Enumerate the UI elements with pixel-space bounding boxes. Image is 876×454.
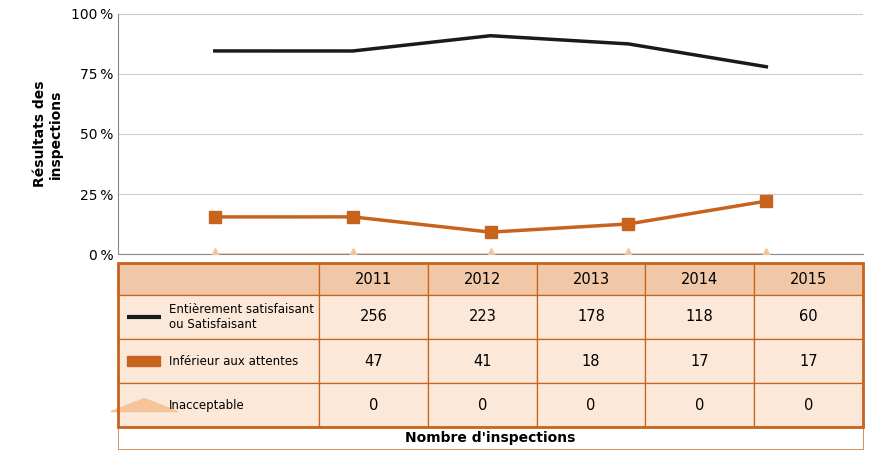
Bar [646, 263, 754, 295]
Bar [646, 339, 754, 383]
Bar [319, 383, 428, 427]
Bar [118, 427, 863, 449]
Bar [118, 263, 319, 295]
Text: 223: 223 [469, 310, 497, 325]
Bar [646, 295, 754, 339]
Y-axis label: Résultats des
inspections: Résultats des inspections [32, 81, 63, 187]
Text: 2011: 2011 [355, 271, 392, 286]
Bar [537, 339, 646, 383]
Bar [319, 295, 428, 339]
Text: 2014: 2014 [682, 271, 718, 286]
Bar [754, 383, 863, 427]
Bar [428, 295, 537, 339]
Bar [428, 383, 537, 427]
Bar [428, 263, 537, 295]
Polygon shape [110, 399, 178, 412]
Bar [118, 339, 319, 383]
Bar [118, 383, 319, 427]
Text: 2013: 2013 [573, 271, 610, 286]
Text: 60: 60 [799, 310, 818, 325]
Text: 178: 178 [577, 310, 605, 325]
Text: 47: 47 [364, 354, 383, 369]
Bar [754, 263, 863, 295]
Text: 0: 0 [477, 398, 487, 413]
Text: 18: 18 [582, 354, 600, 369]
Text: 0: 0 [369, 398, 378, 413]
Bar [118, 263, 863, 427]
Text: Inférieur aux attentes: Inférieur aux attentes [169, 355, 298, 368]
Text: Entièrement satisfaisant
ou Satisfaisant: Entièrement satisfaisant ou Satisfaisant [169, 303, 314, 331]
Bar [319, 339, 428, 383]
Bar [754, 295, 863, 339]
Text: 41: 41 [473, 354, 491, 369]
Text: Nombre d'inspections: Nombre d'inspections [406, 431, 576, 445]
Text: 256: 256 [360, 310, 387, 325]
Bar [537, 383, 646, 427]
Bar [754, 339, 863, 383]
Bar [118, 427, 863, 449]
Text: 17: 17 [799, 354, 818, 369]
Bar [428, 339, 537, 383]
Bar [127, 356, 160, 366]
Text: 118: 118 [686, 310, 714, 325]
Text: 2012: 2012 [463, 271, 501, 286]
Bar [646, 383, 754, 427]
Text: 17: 17 [690, 354, 709, 369]
Text: 2015: 2015 [790, 271, 827, 286]
Text: Inacceptable: Inacceptable [169, 399, 244, 412]
Bar [537, 295, 646, 339]
Text: 0: 0 [695, 398, 704, 413]
Text: 0: 0 [586, 398, 596, 413]
Bar [537, 263, 646, 295]
Bar [118, 295, 319, 339]
Text: 0: 0 [804, 398, 813, 413]
Bar [319, 263, 428, 295]
